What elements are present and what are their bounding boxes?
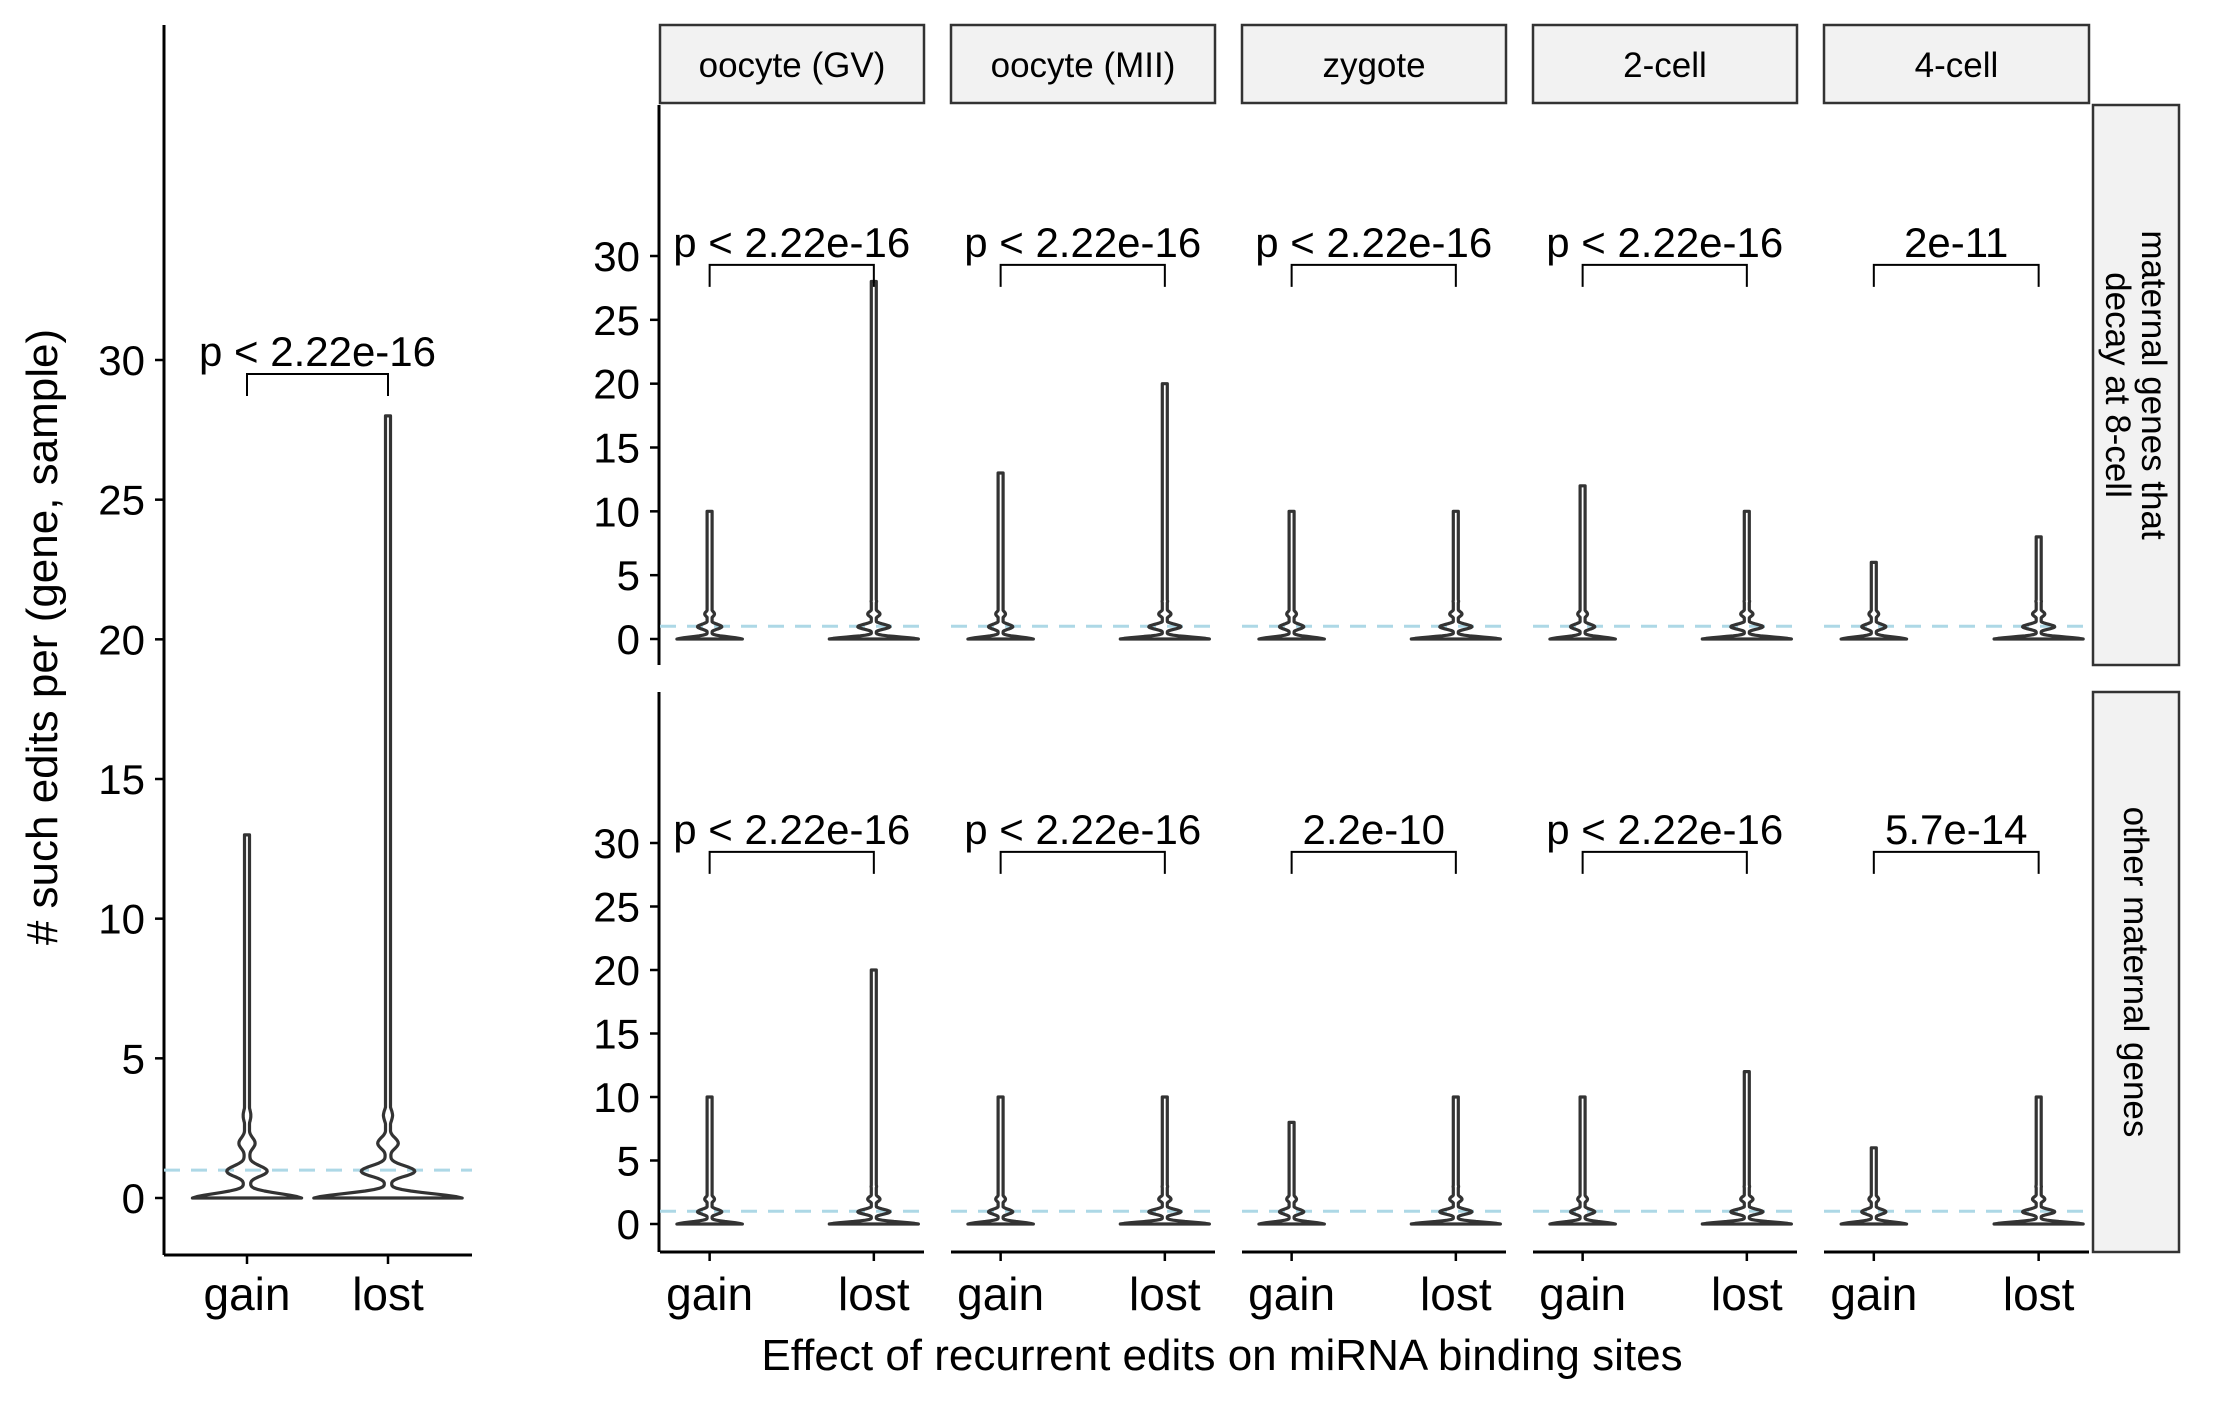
y-axis-title: # such edits per (gene, sample): [18, 329, 67, 945]
y-tick-label: 15: [98, 756, 145, 803]
strip-row: [2091, 103, 2181, 667]
violin-gain: [966, 471, 1035, 641]
violin-lost: [1409, 1095, 1502, 1226]
violin-lost: [1409, 509, 1502, 641]
strip-column: [1822, 23, 2091, 105]
significance-bracket: [999, 263, 1166, 287]
strip-column: [1531, 23, 1799, 105]
strip-row-label: maternal genes thatdecay at 8-cell: [2098, 230, 2173, 540]
y-tick-label: 10: [593, 488, 640, 535]
strip-column-label: 4-cell: [1915, 46, 1999, 85]
y-tick-label: 20: [593, 947, 640, 994]
x-tick-label: lost: [1129, 1268, 1201, 1320]
strip-column-label: zygote: [1322, 46, 1425, 85]
significance-bracket: [1872, 850, 2040, 874]
x-tick-label: lost: [352, 1268, 424, 1320]
violin-gain: [190, 833, 304, 1200]
violin-lost: [1118, 382, 1211, 641]
significance-bracket: [999, 850, 1166, 874]
strip-column-label: oocyte (MII): [991, 46, 1176, 85]
y-tick-label: 15: [593, 1011, 640, 1058]
x-tick-label: gain: [204, 1268, 291, 1320]
p-value-label: p < 2.22e-16: [673, 806, 910, 853]
strip-column-label: oocyte (GV): [699, 46, 886, 85]
significance-bracket: [1290, 263, 1457, 287]
y-tick-label: 5: [122, 1035, 145, 1082]
violin-lost: [1700, 1070, 1793, 1226]
strip-column: [658, 23, 926, 105]
x-tick-label: gain: [957, 1268, 1044, 1320]
violin-gain: [1257, 509, 1326, 641]
strip-row-label-line: decay at 8-cell: [2098, 272, 2137, 498]
strip-column: [1240, 23, 1508, 105]
violin-gain: [675, 509, 744, 641]
x-tick-label: gain: [1248, 1268, 1335, 1320]
p-value-label: p < 2.22e-16: [199, 328, 436, 375]
violin-lost: [1992, 1095, 2085, 1226]
y-tick-label: 15: [593, 425, 640, 472]
y-tick-label: 25: [593, 297, 640, 344]
y-tick-label: 5: [617, 552, 640, 599]
p-value-label: p < 2.22e-16: [964, 219, 1201, 266]
y-tick-label: 5: [617, 1138, 640, 1185]
faceted-panels: oocyte (GV) oocyte (MII) zygote 2-cell 4-cel…: [593, 23, 2181, 1320]
x-axis-title: Effect of recurrent edits on miRNA bindi…: [761, 1331, 1682, 1380]
significance-bracket: [246, 372, 389, 396]
p-value-label: p < 2.22e-16: [673, 219, 910, 266]
violin-gain: [966, 1095, 1035, 1226]
x-tick-label: lost: [838, 1268, 910, 1320]
strip-row-label: other maternal genes: [2116, 807, 2155, 1138]
y-tick-label: 30: [593, 820, 640, 867]
violin-gain: [1548, 484, 1617, 641]
x-tick-label: gain: [666, 1268, 753, 1320]
y-tick-label: 20: [98, 616, 145, 663]
violin-lost: [827, 968, 920, 1226]
significance-bracket: [1290, 850, 1457, 874]
violin-lost: [827, 279, 920, 641]
y-tick-label: 10: [593, 1074, 640, 1121]
violin-lost: [312, 414, 464, 1200]
p-value-label: p < 2.22e-16: [1546, 219, 1783, 266]
y-tick-label: 20: [593, 361, 640, 408]
x-tick-label: gain: [1830, 1268, 1917, 1320]
violin-lost: [1118, 1095, 1211, 1226]
violin-lost: [1992, 535, 2085, 641]
x-tick-label: lost: [2003, 1268, 2075, 1320]
x-tick-label: lost: [1420, 1268, 1492, 1320]
strip-row-label-line: maternal genes that: [2134, 230, 2173, 540]
violin-gain: [1257, 1120, 1326, 1226]
x-tick-label: gain: [1539, 1268, 1626, 1320]
strip-column: [949, 23, 1217, 105]
y-tick-label: 0: [617, 616, 640, 663]
p-value-label: p < 2.22e-16: [964, 806, 1201, 853]
left-panel: 0 5 10 15 20 25 30 p < 2.22e-16 gain lost: [98, 25, 472, 1320]
strip-row: [2091, 690, 2181, 1254]
y-tick-label: 0: [122, 1175, 145, 1222]
significance-bracket: [1872, 263, 2040, 287]
significance-bracket: [1581, 263, 1748, 287]
strip-column-label: 2-cell: [1623, 46, 1707, 85]
p-value-label: 5.7e-14: [1885, 806, 2027, 853]
significance-bracket: [1581, 850, 1748, 874]
p-value-label: p < 2.22e-16: [1546, 806, 1783, 853]
x-tick-label: lost: [1711, 1268, 1783, 1320]
significance-bracket: [708, 850, 875, 874]
significance-bracket: [708, 263, 875, 287]
y-tick-label: 25: [593, 884, 640, 931]
y-tick-label: 30: [593, 233, 640, 280]
y-tick-label: 10: [98, 896, 145, 943]
strip-row-label-line: other maternal genes: [2116, 807, 2155, 1138]
violin-gain: [1839, 560, 1909, 641]
p-value-label: 2e-11: [1904, 219, 2008, 266]
p-value-label: p < 2.22e-16: [1255, 219, 1492, 266]
violin-lost: [1700, 509, 1793, 641]
violin-gain: [675, 1095, 744, 1226]
violin-gain: [1548, 1095, 1617, 1226]
y-tick-label: 0: [617, 1201, 640, 1248]
p-value-label: 2.2e-10: [1303, 806, 1445, 853]
y-tick-label: 25: [98, 477, 145, 524]
y-tick-label: 30: [98, 337, 145, 384]
violin-gain: [1839, 1146, 1909, 1226]
